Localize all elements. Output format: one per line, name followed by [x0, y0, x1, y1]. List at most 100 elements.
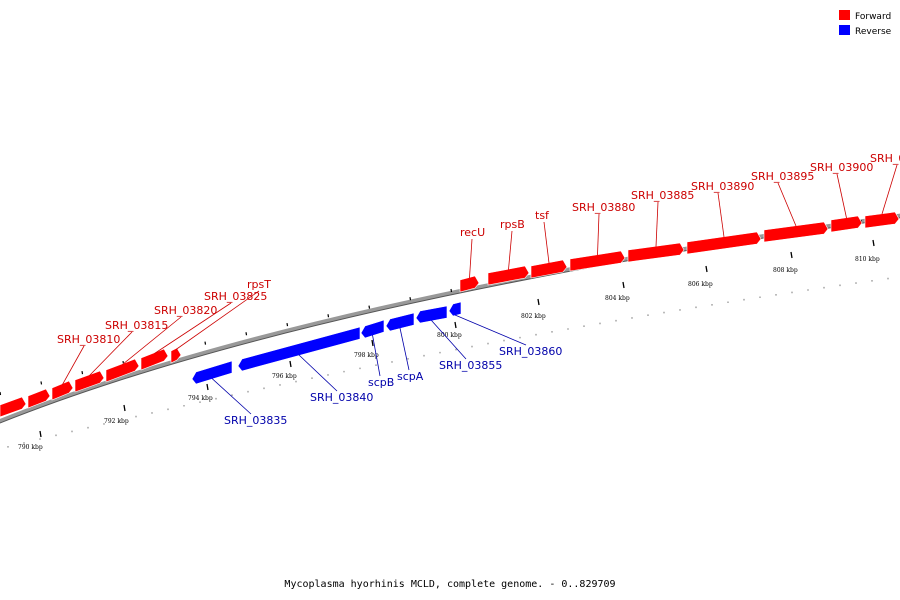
- forward-gene-13[interactable]: [686, 231, 762, 255]
- forward-gene-leader-7: [175, 290, 260, 350]
- tick-label-8: 804 kbp: [605, 295, 630, 302]
- tick-label-3: 794 kbp: [188, 395, 213, 402]
- forward-gene-label-5: SRH_03820: [154, 304, 217, 317]
- reverse-gene-leader-4: [399, 327, 410, 371]
- reverse-gene-1[interactable]: [191, 360, 233, 385]
- major-tick-upper: [368, 305, 371, 309]
- reverse-gene-3[interactable]: [360, 319, 385, 339]
- major-tick-9: [705, 265, 708, 273]
- major-tick-11: [872, 239, 875, 247]
- reverse-gene-leader-3: [372, 334, 381, 377]
- major-tick-upper: [40, 381, 43, 385]
- reverse-gene-leader-5: [431, 320, 467, 360]
- reverse-gene-label-2: SRH_03840: [310, 391, 373, 404]
- major-tick-upper: [245, 332, 248, 336]
- legend-reverse-swatch: [839, 25, 850, 35]
- forward-gene-label-8: recU: [460, 226, 485, 239]
- forward-gene-3[interactable]: [51, 380, 74, 401]
- forward-gene-label-3: SRH_03810: [57, 333, 120, 346]
- forward-genes: [0, 211, 900, 418]
- major-tick-upper: [81, 371, 84, 375]
- reverse-gene-label-6: SRH_03860: [499, 345, 562, 358]
- major-tick-5: [371, 339, 374, 347]
- major-tick-upper: [204, 341, 207, 345]
- tick-label-5: 798 kbp: [354, 352, 379, 359]
- tick-label-2: 792 kbp: [104, 418, 129, 425]
- tick-label-11: 810 kbp: [855, 256, 880, 263]
- major-tick-7: [537, 298, 540, 306]
- major-tick-4: [289, 360, 292, 368]
- tick-label-9: 806 kbp: [688, 281, 713, 288]
- tick-label-1: 790 kbp: [18, 444, 43, 451]
- major-tick-6: [454, 321, 457, 329]
- forward-gene-leader-15: [836, 173, 847, 219]
- forward-gene-leader-3: [62, 345, 85, 385]
- reverse-gene-leader-1: [211, 378, 252, 415]
- forward-gene-2[interactable]: [27, 388, 51, 409]
- reverse-genes: [191, 301, 462, 385]
- forward-gene-label-13: SRH_03890: [691, 180, 754, 193]
- forward-gene-12[interactable]: [627, 242, 685, 263]
- forward-gene-label-10: tsf: [535, 209, 550, 222]
- forward-gene-label-14: SRH_03895: [751, 170, 814, 183]
- forward-gene-leader-12: [655, 201, 659, 247]
- forward-gene-16[interactable]: [864, 211, 900, 229]
- forward-gene-7[interactable]: [170, 347, 182, 364]
- reverse-gene-label-5: SRH_03855: [439, 359, 502, 372]
- tick-marks: 790 kbp 792 kbp 794 kbp 796 kbp 798 kbp 800 k…: [0, 219, 889, 451]
- forward-gene-leader-11: [597, 213, 600, 256]
- forward-gene-leader-6: [154, 302, 232, 354]
- forward-gene-label-12: SRH_03885: [631, 189, 694, 202]
- reverse-gene-6[interactable]: [448, 301, 462, 317]
- reverse-gene-label-3: scpB: [368, 376, 394, 389]
- forward-gene-leader-14: [777, 182, 797, 227]
- reverse-gene-leader-2: [298, 354, 338, 392]
- forward-gene-leader-4: [89, 331, 133, 376]
- tick-label-7: 802 kbp: [521, 313, 546, 320]
- major-tick-upper: [286, 323, 289, 327]
- forward-gene-label-7: rpsT: [247, 278, 271, 291]
- major-tick-2: [123, 404, 126, 412]
- forward-gene-4[interactable]: [74, 370, 105, 393]
- forward-gene-6[interactable]: [140, 348, 169, 371]
- forward-gene-label-11: SRH_03880: [572, 201, 635, 214]
- major-tick-upper: [327, 314, 330, 318]
- forward-gene-label-4: SRH_03815: [105, 319, 168, 332]
- forward-gene-5[interactable]: [105, 358, 140, 383]
- forward-gene-leader-16: [881, 164, 898, 215]
- forward-gene-14[interactable]: [763, 221, 829, 243]
- forward-gene-11[interactable]: [569, 250, 626, 272]
- forward-gene-10[interactable]: [530, 259, 568, 279]
- reverse-gene-leader-6: [454, 314, 527, 346]
- major-tick-1: [39, 430, 42, 438]
- reverse-gene-2[interactable]: [237, 326, 361, 372]
- forward-gene-15[interactable]: [830, 215, 863, 233]
- forward-gene-leader-9: [508, 230, 513, 270]
- tick-label-6: 800 kbp: [437, 332, 462, 339]
- forward-gene-leader-13: [717, 192, 725, 238]
- reverse-gene-4[interactable]: [385, 312, 415, 332]
- forward-gene-label-16: SRH_03905: [870, 152, 900, 165]
- forward-gene-leader-10: [543, 221, 550, 264]
- reverse-gene-5[interactable]: [415, 305, 448, 324]
- legend-reverse-label: Reverse: [855, 27, 892, 37]
- forward-gene-9[interactable]: [487, 265, 530, 286]
- major-tick-10: [790, 251, 793, 259]
- map-caption: Mycoplasma hyorhinis MCLD, complete geno…: [284, 579, 615, 590]
- legend-forward-label: Forward: [855, 12, 891, 22]
- legend-forward-swatch: [839, 10, 850, 20]
- legend: Forward Reverse: [839, 10, 892, 37]
- forward-gene-1[interactable]: [0, 396, 27, 418]
- major-tick-upper: [450, 288, 453, 293]
- major-tick-upper: [0, 391, 2, 396]
- major-tick-upper: [409, 297, 412, 301]
- reverse-gene-label-4: scpA: [397, 370, 424, 383]
- forward-gene-8[interactable]: [459, 275, 480, 293]
- forward-gene-leader-5: [122, 316, 182, 365]
- forward-gene-label-6: SRH_03825: [204, 290, 267, 303]
- reverse-gene-label-1: SRH_03835: [224, 414, 287, 427]
- major-tick-3: [206, 383, 209, 391]
- forward-gene-label-15: SRH_03900: [810, 161, 873, 174]
